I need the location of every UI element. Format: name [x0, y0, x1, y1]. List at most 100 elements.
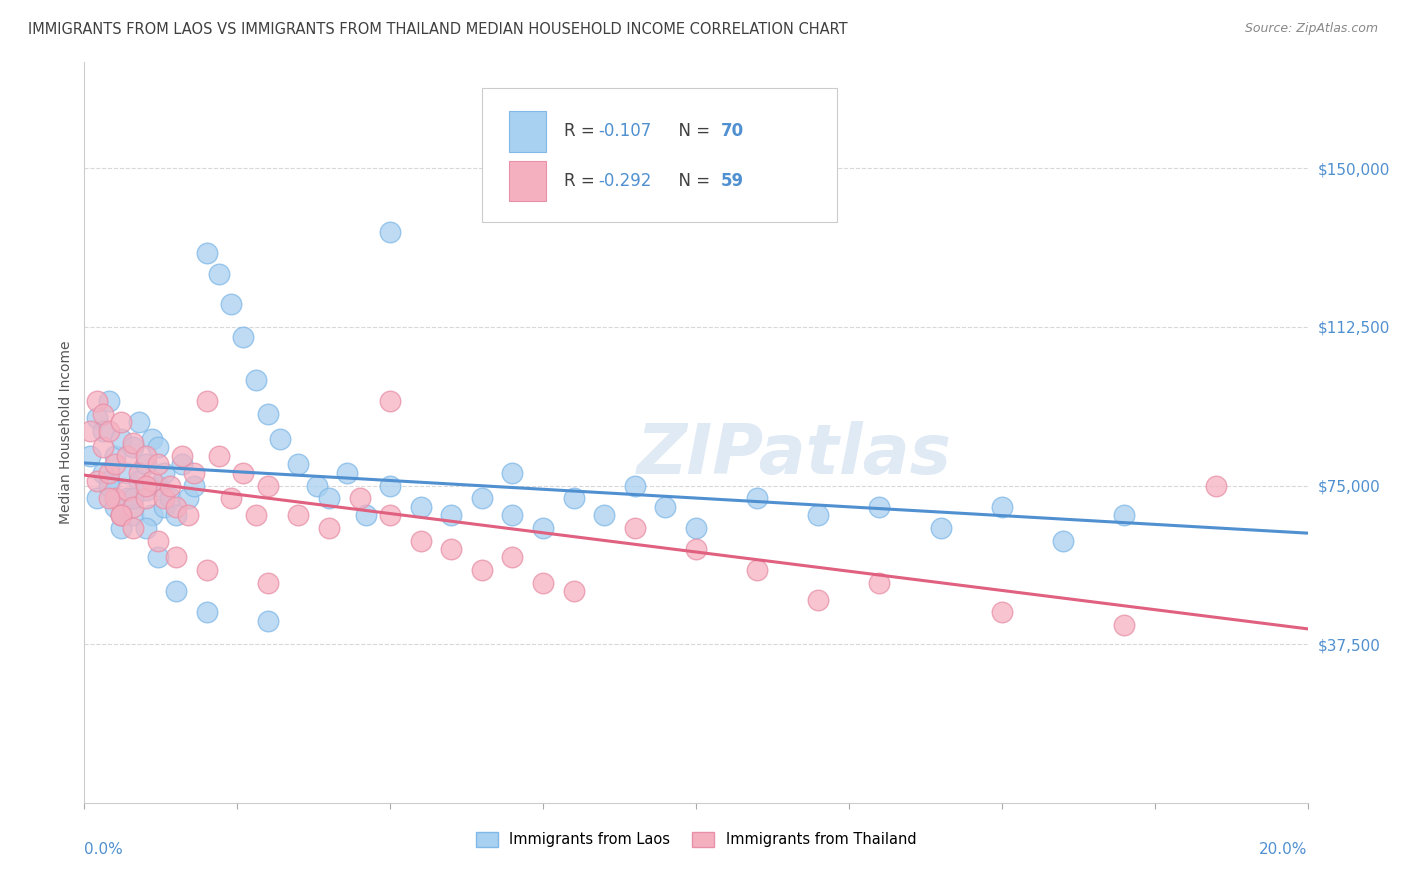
- Point: [153, 500, 176, 514]
- Point: [135, 458, 157, 472]
- Point: [208, 267, 231, 281]
- Point: [440, 508, 463, 522]
- Point: [354, 508, 377, 522]
- Point: [245, 373, 267, 387]
- Point: [165, 584, 187, 599]
- Point: [135, 491, 157, 506]
- Text: N =: N =: [668, 172, 716, 190]
- Point: [153, 466, 176, 480]
- Point: [195, 393, 218, 408]
- Point: [110, 521, 132, 535]
- Point: [115, 483, 138, 497]
- Point: [183, 478, 205, 492]
- Point: [128, 475, 150, 489]
- Point: [91, 407, 114, 421]
- Point: [97, 424, 120, 438]
- Point: [165, 550, 187, 565]
- Point: [141, 475, 163, 489]
- Point: [97, 491, 120, 506]
- Point: [208, 449, 231, 463]
- Point: [685, 541, 707, 556]
- Point: [115, 466, 138, 480]
- Point: [349, 491, 371, 506]
- Point: [135, 449, 157, 463]
- Point: [97, 466, 120, 480]
- Point: [531, 575, 554, 590]
- Point: [380, 393, 402, 408]
- Point: [172, 449, 194, 463]
- Point: [165, 500, 187, 514]
- Text: 0.0%: 0.0%: [84, 842, 124, 856]
- Point: [172, 458, 194, 472]
- Point: [122, 521, 145, 535]
- Point: [86, 393, 108, 408]
- Point: [257, 575, 280, 590]
- Point: [177, 508, 200, 522]
- Point: [153, 491, 176, 506]
- Point: [409, 500, 432, 514]
- Point: [146, 458, 169, 472]
- Text: ZIPatlas: ZIPatlas: [637, 421, 952, 488]
- Point: [110, 508, 132, 522]
- Text: -0.292: -0.292: [598, 172, 651, 190]
- Point: [1052, 533, 1074, 548]
- Point: [747, 563, 769, 577]
- Point: [869, 500, 891, 514]
- Point: [146, 478, 169, 492]
- Text: -0.107: -0.107: [598, 122, 651, 140]
- Point: [79, 449, 101, 463]
- Point: [122, 436, 145, 450]
- Point: [91, 424, 114, 438]
- Point: [128, 466, 150, 480]
- Point: [86, 475, 108, 489]
- Point: [654, 500, 676, 514]
- Point: [141, 508, 163, 522]
- Point: [624, 478, 647, 492]
- Point: [195, 563, 218, 577]
- Legend: Immigrants from Laos, Immigrants from Thailand: Immigrants from Laos, Immigrants from Th…: [475, 832, 917, 847]
- Point: [1205, 478, 1227, 492]
- Point: [991, 606, 1014, 620]
- Point: [104, 458, 127, 472]
- Point: [97, 393, 120, 408]
- Point: [110, 508, 132, 522]
- Point: [991, 500, 1014, 514]
- Point: [232, 330, 254, 344]
- Point: [91, 441, 114, 455]
- Point: [869, 575, 891, 590]
- Point: [122, 500, 145, 514]
- Point: [257, 478, 280, 492]
- Point: [807, 592, 830, 607]
- Point: [807, 508, 830, 522]
- Text: N =: N =: [668, 122, 716, 140]
- Text: 59: 59: [720, 172, 744, 190]
- Point: [502, 550, 524, 565]
- Point: [269, 432, 291, 446]
- Point: [624, 521, 647, 535]
- Point: [409, 533, 432, 548]
- Text: 70: 70: [720, 122, 744, 140]
- Point: [104, 500, 127, 514]
- Point: [122, 491, 145, 506]
- Point: [318, 491, 340, 506]
- Point: [305, 478, 328, 492]
- Point: [110, 508, 132, 522]
- Point: [318, 521, 340, 535]
- Point: [562, 491, 585, 506]
- Point: [159, 491, 181, 506]
- Text: 20.0%: 20.0%: [1260, 842, 1308, 856]
- Point: [232, 466, 254, 480]
- Point: [97, 478, 120, 492]
- Point: [135, 478, 157, 492]
- Point: [146, 441, 169, 455]
- Point: [380, 225, 402, 239]
- Text: R =: R =: [564, 172, 600, 190]
- Point: [1114, 618, 1136, 632]
- Point: [747, 491, 769, 506]
- Point: [219, 296, 242, 310]
- Point: [115, 449, 138, 463]
- Point: [104, 449, 127, 463]
- Text: R =: R =: [564, 122, 600, 140]
- Text: Source: ZipAtlas.com: Source: ZipAtlas.com: [1244, 22, 1378, 36]
- Point: [531, 521, 554, 535]
